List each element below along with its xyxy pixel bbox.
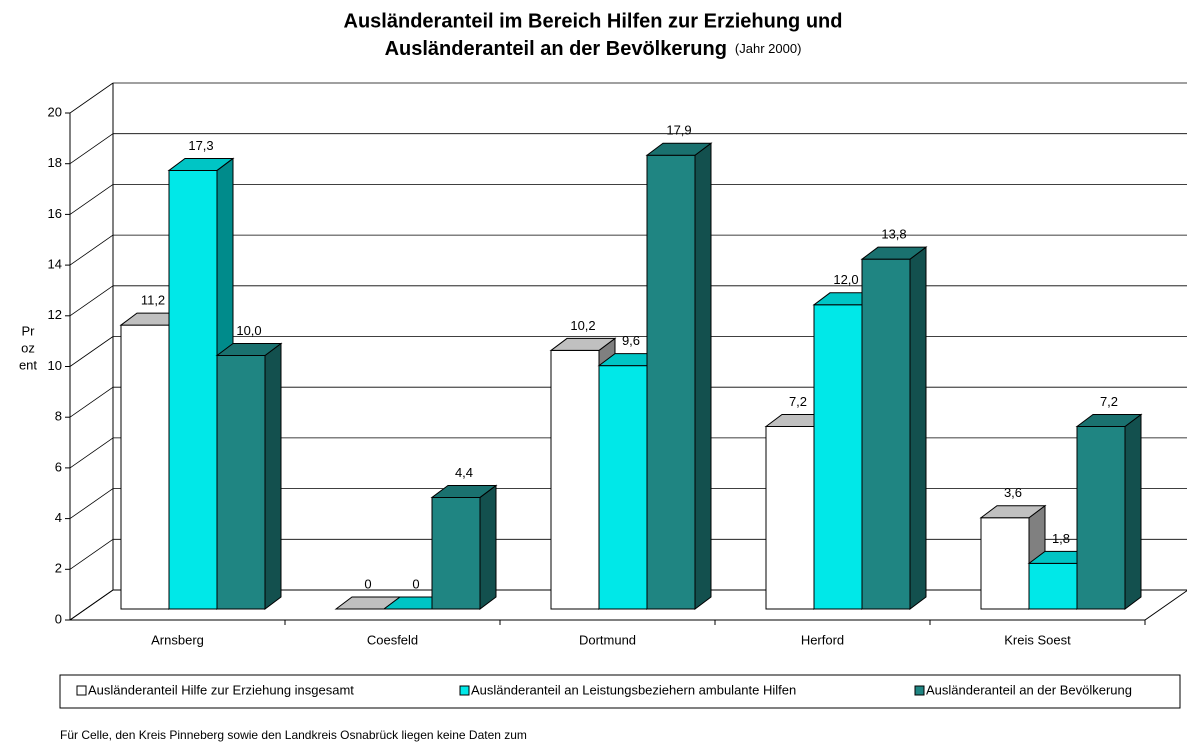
bar-side (909, 246, 927, 610)
data-label: 17,9 (666, 123, 691, 138)
data-label: 12,0 (833, 272, 858, 287)
chart-title: Ausländeranteil an der Bevölkerung (Jahr … (385, 38, 802, 60)
bar-top (645, 142, 713, 156)
y-tick-label: 10 (48, 358, 62, 373)
y-tick-label: 2 (55, 561, 62, 576)
y-tick-label: 6 (55, 459, 62, 474)
grid-line (69, 133, 114, 165)
legend-box (59, 674, 1181, 709)
data-label: 0 (364, 576, 371, 591)
legend-label: Ausländeranteil an Leistungsbeziehern am… (471, 682, 796, 697)
y-axis-label: Pr (22, 323, 36, 338)
legend-label: Ausländeranteil Hilfe zur Erziehung insg… (88, 682, 354, 697)
data-label: 10,0 (236, 323, 261, 338)
bar-top (430, 484, 498, 498)
bar-side (1124, 413, 1142, 610)
bar (646, 154, 696, 610)
grid-line (69, 538, 114, 570)
grid-line (69, 184, 114, 215)
bar (216, 355, 266, 610)
y-tick-label: 4 (55, 510, 62, 525)
data-label: 10,2 (570, 318, 595, 333)
data-label: 7,2 (1100, 394, 1118, 409)
bar-top (215, 343, 283, 356)
bar (550, 349, 600, 610)
legend-swatch (459, 685, 470, 696)
x-tick-label: Arnsberg (151, 632, 204, 647)
data-label: 0 (412, 576, 419, 591)
bar-top (1075, 413, 1143, 427)
bar (431, 496, 481, 610)
data-label: 7,2 (789, 394, 807, 409)
grid-line (69, 589, 114, 621)
bar-side (694, 142, 712, 610)
y-tick-label: 16 (48, 206, 62, 221)
chart-title: Ausländeranteil im Bereich Hilfen zur Er… (344, 10, 843, 32)
data-label: 9,6 (622, 333, 640, 348)
y-tick-label: 0 (55, 611, 62, 626)
grid-line (69, 336, 114, 367)
chart-title: Ausländeranteil an der Bevölkerung (385, 38, 727, 60)
y-tick-label: 18 (48, 155, 62, 170)
legend-swatch (76, 685, 87, 696)
data-label: 1,8 (1052, 531, 1070, 546)
y-axis-label: oz (21, 340, 35, 355)
data-label: 4,4 (455, 465, 473, 480)
bar (120, 324, 170, 610)
bar-top (979, 505, 1047, 519)
legend-label: Ausländeranteil an der Bevölkerung (926, 682, 1132, 697)
bar-top (860, 246, 928, 260)
x-tick-label: Herford (801, 632, 844, 647)
x-tick-label: Coesfeld (367, 632, 418, 647)
data-label: 17,3 (188, 138, 213, 153)
x-tick-label: Dortmund (579, 632, 636, 647)
bar (168, 169, 218, 610)
bar (765, 425, 815, 610)
bar (598, 365, 648, 610)
data-label: 13,8 (881, 227, 906, 242)
grid-line (69, 234, 114, 266)
y-tick-label: 20 (48, 104, 62, 119)
bar (813, 304, 863, 610)
y-tick-label: 8 (55, 409, 62, 424)
bar (861, 258, 911, 610)
bar (1076, 425, 1126, 610)
y-tick-label: 14 (48, 257, 62, 272)
chart-subtitle: (Jahr 2000) (735, 41, 801, 56)
legend-swatch (914, 685, 925, 696)
data-label: 3,6 (1004, 485, 1022, 500)
footnote: Für Celle, den Kreis Pinneberg sowie den… (60, 728, 527, 742)
grid-line (69, 285, 114, 317)
bar-side (479, 484, 497, 610)
grid-line (69, 386, 114, 418)
bar-side (264, 342, 282, 610)
bar (1028, 562, 1078, 610)
y-axis-label: ent (19, 357, 37, 372)
bar-top (549, 337, 617, 351)
bar (980, 517, 1030, 610)
bar-top (167, 157, 235, 171)
grid-line (69, 488, 114, 519)
data-label: 11,2 (141, 293, 165, 308)
y-tick-label: 12 (48, 307, 62, 322)
grid-line (69, 82, 114, 114)
x-tick-label: Kreis Soest (1004, 632, 1071, 647)
grid-line (69, 437, 114, 469)
